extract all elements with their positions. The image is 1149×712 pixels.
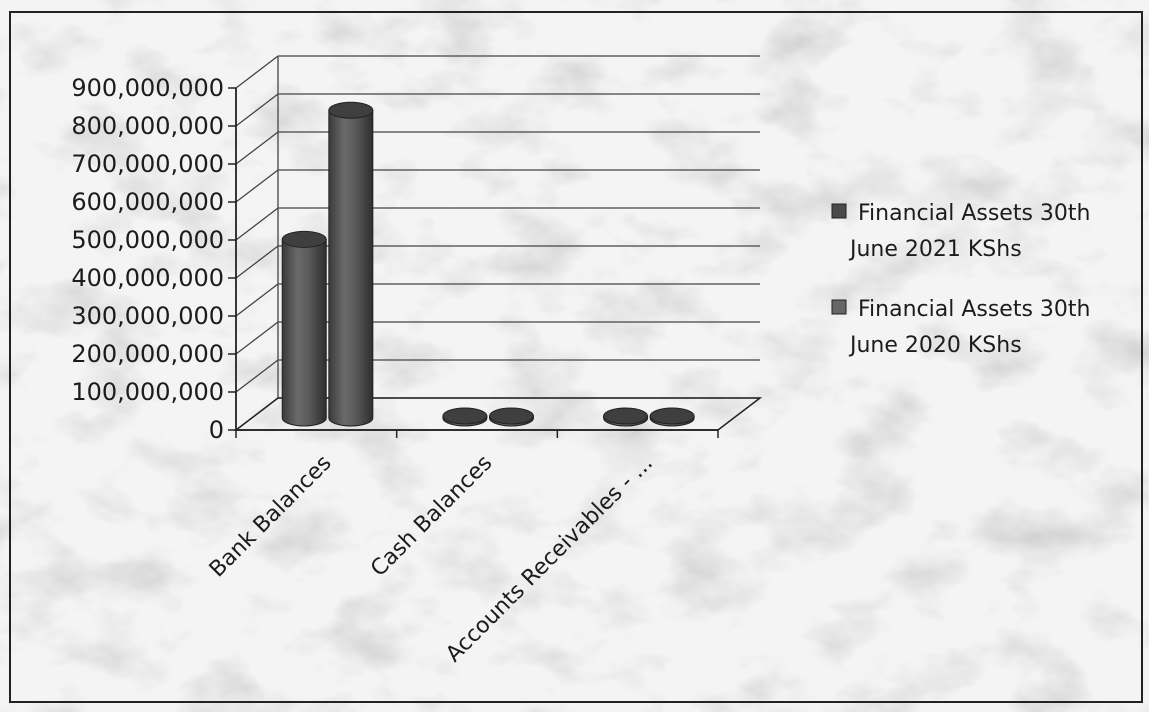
legend-item: Financial Assets 30th June 2021 KShs bbox=[831, 201, 1090, 262]
gridline-side bbox=[235, 321, 279, 355]
bar-top bbox=[488, 407, 534, 425]
gridline-side bbox=[235, 169, 279, 203]
y-tick-label: 600,000,000 bbox=[71, 188, 224, 216]
bar-cylinder bbox=[649, 407, 695, 427]
legend-label-line: Financial Assets 30th bbox=[858, 201, 1090, 226]
y-tick-label: 0 bbox=[209, 416, 224, 444]
legend-label-line: June 2020 KShs bbox=[848, 333, 1022, 358]
bar-cylinder bbox=[281, 230, 327, 427]
gridline-side bbox=[235, 93, 279, 127]
gridline-side bbox=[235, 283, 279, 317]
gridline-side bbox=[235, 131, 279, 165]
bar-top bbox=[603, 407, 649, 425]
y-tick-label: 800,000,000 bbox=[71, 112, 224, 140]
bar-top bbox=[649, 407, 695, 425]
legend-swatch bbox=[831, 299, 847, 315]
bar-top bbox=[328, 101, 374, 119]
legend-item: Financial Assets 30th June 2020 KShs bbox=[831, 297, 1090, 358]
legend-label: Financial Assets 30th June 2020 KShs bbox=[848, 297, 1090, 358]
bar-cylinder bbox=[488, 407, 534, 427]
gridline-side bbox=[235, 359, 279, 393]
gridline-side bbox=[235, 55, 279, 89]
legend-swatch bbox=[831, 203, 847, 219]
legend-label: Financial Assets 30th June 2021 KShs bbox=[848, 201, 1090, 262]
y-tick-label: 700,000,000 bbox=[71, 150, 224, 178]
chart-border bbox=[9, 11, 1143, 703]
bar-cylinder bbox=[603, 407, 649, 427]
bar-body bbox=[281, 238, 327, 427]
y-axis-ticks: 0 100,000,000 200,000,000 300,000,000 400,00… bbox=[71, 74, 224, 444]
bar-cylinder bbox=[328, 101, 374, 427]
legend: Financial Assets 30th June 2021 KShsFinan… bbox=[831, 201, 1090, 358]
y-tick-label: 100,000,000 bbox=[71, 378, 224, 406]
legend-label-line: Financial Assets 30th bbox=[858, 297, 1090, 322]
y-tick-label: 300,000,000 bbox=[71, 302, 224, 330]
legend-label-line: June 2021 KShs bbox=[848, 237, 1022, 262]
bar-top bbox=[281, 230, 327, 248]
axes bbox=[228, 87, 763, 438]
bar-cylinder bbox=[442, 407, 488, 427]
bars bbox=[281, 101, 695, 427]
bar-top bbox=[442, 407, 488, 425]
y-tick-label: 500,000,000 bbox=[71, 226, 224, 254]
gridline-side bbox=[235, 245, 279, 279]
y-tick-label: 900,000,000 bbox=[71, 74, 224, 102]
bar-body bbox=[328, 109, 374, 427]
y-tick-label: 400,000,000 bbox=[71, 264, 224, 292]
gridline-side bbox=[235, 207, 279, 241]
y-tick-label: 200,000,000 bbox=[71, 340, 224, 368]
